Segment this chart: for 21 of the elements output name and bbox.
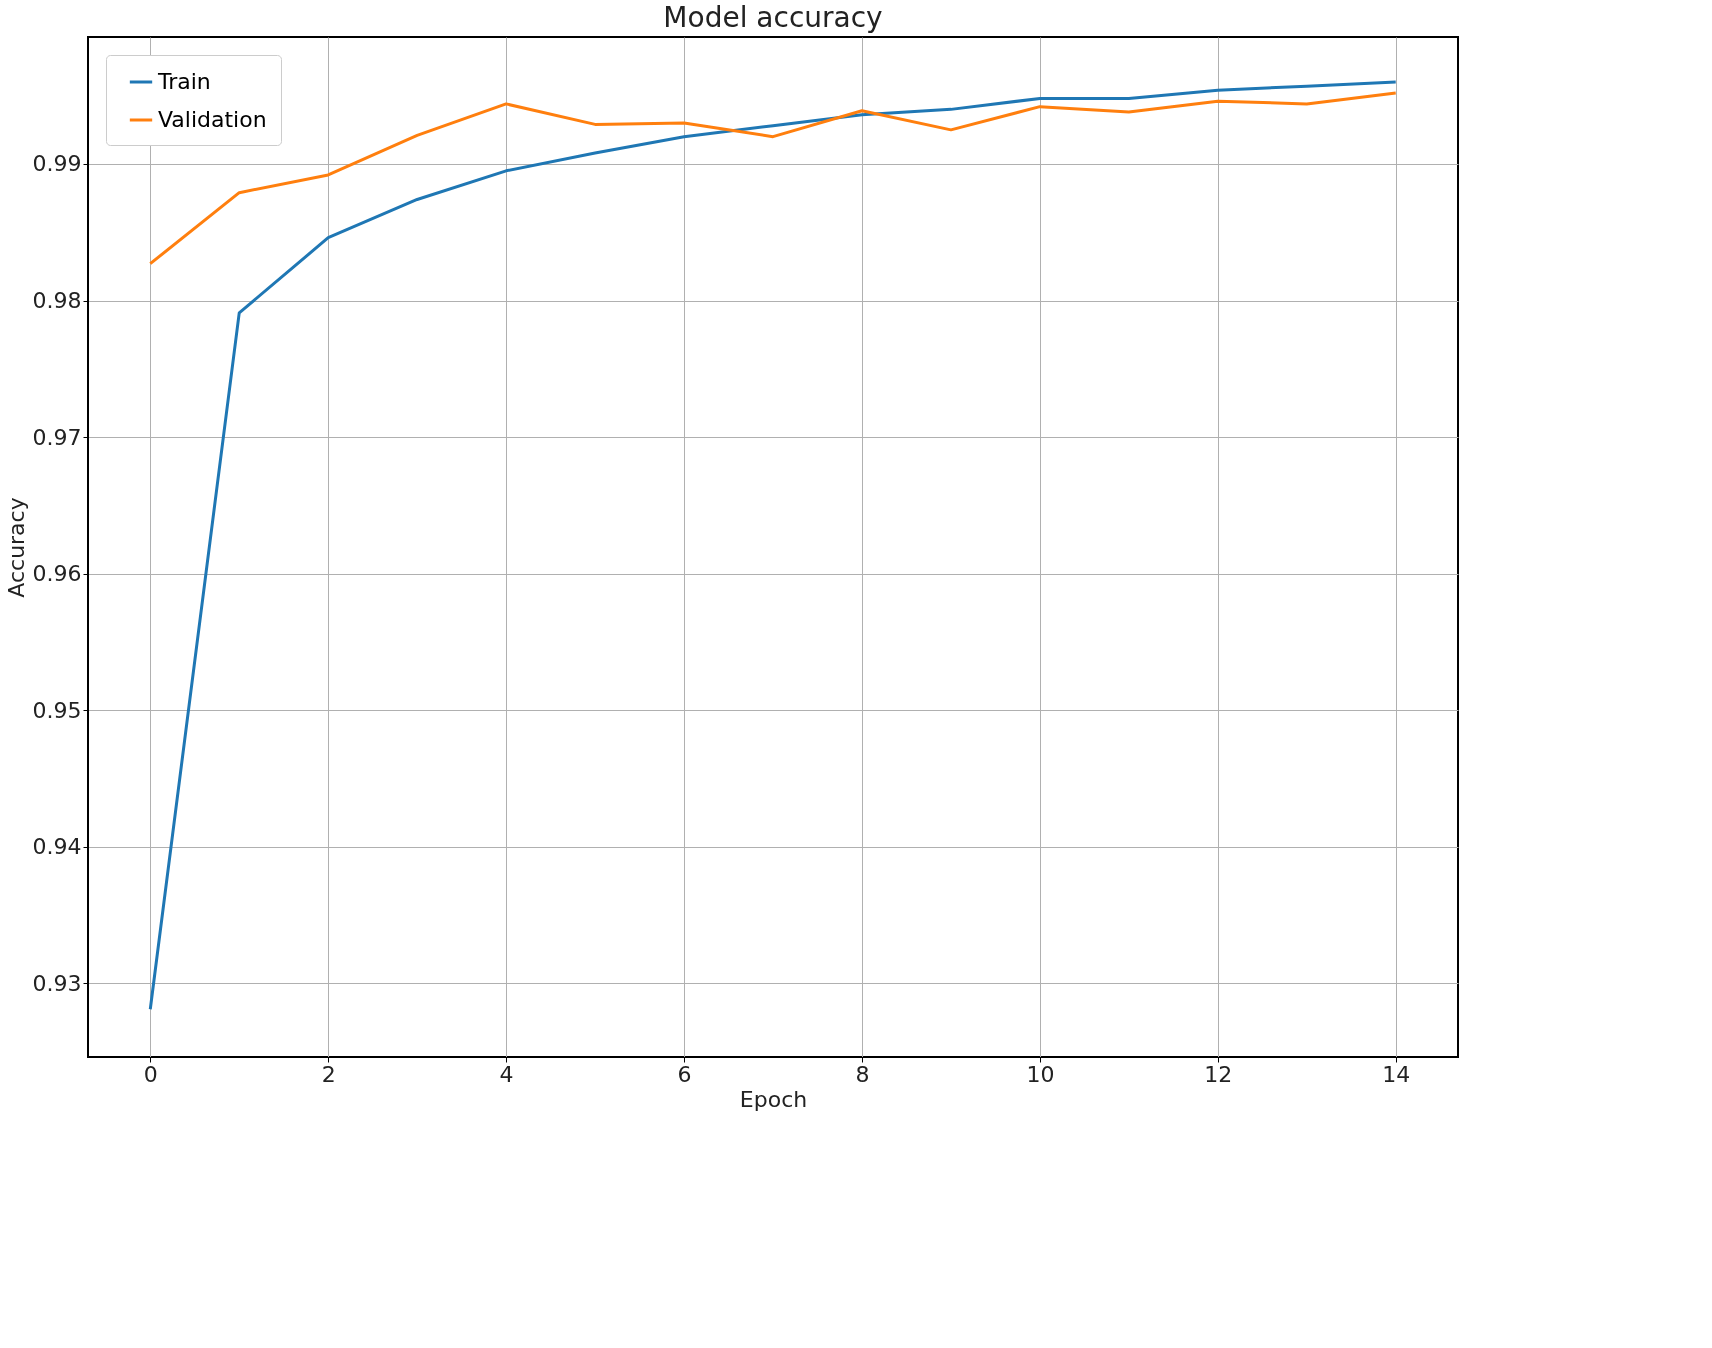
y-tick-label: 0.98	[32, 288, 82, 314]
x-tick-label: 6	[677, 1061, 692, 1087]
y-tick-label: 0.94	[32, 834, 82, 860]
y-tick-label: 0.93	[32, 970, 82, 996]
x-tick-label: 14	[1382, 1061, 1411, 1087]
y-axis-title: Accuracy	[3, 497, 29, 598]
x-tick-label: 2	[321, 1061, 336, 1087]
line-series	[148, 91, 1398, 266]
x-tick-label: 12	[1204, 1061, 1233, 1087]
x-axis-title: Epoch	[739, 1086, 808, 1112]
x-tick-label: 4	[499, 1061, 514, 1087]
x-tick-label: 0	[143, 1061, 158, 1087]
x-tick-label: 10	[1026, 1061, 1055, 1087]
x-tick-label: 8	[855, 1061, 870, 1087]
y-tick-label: 0.97	[32, 424, 82, 450]
legend-label: Train	[157, 69, 211, 94]
y-tick-label: 0.99	[32, 151, 82, 177]
chart-title: Model accuracy	[663, 1, 883, 34]
legend-label: Validation	[158, 107, 267, 132]
y-tick-label: 0.96	[32, 561, 82, 587]
y-tick-label: 0.95	[32, 697, 82, 723]
